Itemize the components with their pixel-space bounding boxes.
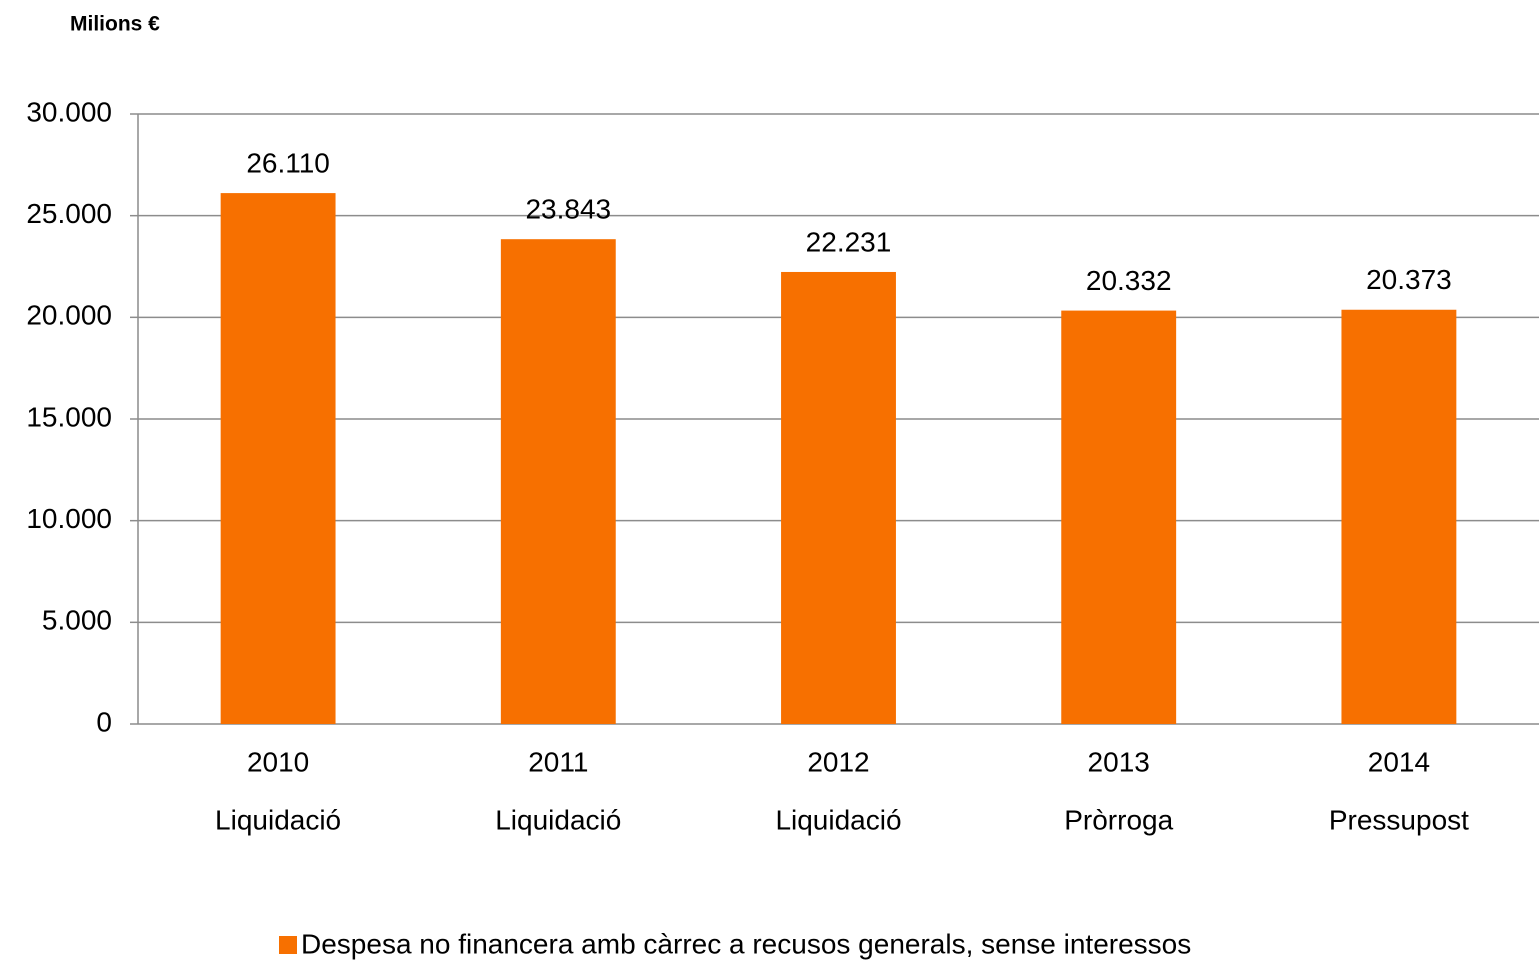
value-label: 22.231: [806, 226, 892, 257]
bar: [781, 271, 896, 724]
y-tick-label: 25.000: [26, 198, 112, 229]
y-tick-label: 30.000: [26, 96, 112, 127]
bar: [1061, 310, 1177, 724]
value-label: 23.843: [525, 194, 611, 225]
value-label: 26.110: [246, 147, 330, 178]
x-tick-label: Liquidació: [495, 804, 621, 835]
x-tick-label: Pròrroga: [1064, 804, 1173, 835]
y-tick-label: 20.000: [26, 300, 112, 331]
legend-label: Despesa no financera amb càrrec a recuso…: [301, 928, 1191, 959]
x-tick-label: 2012: [807, 746, 869, 777]
y-tick-label: 10.000: [26, 503, 112, 534]
x-tick-label: Pressupost: [1329, 804, 1469, 835]
x-tick-label: 2010: [247, 746, 309, 777]
x-tick-label: Liquidació: [775, 804, 901, 835]
y-tick-label: 15.000: [26, 401, 112, 432]
x-tick-label: Liquidació: [215, 804, 341, 835]
legend-swatch: [279, 936, 297, 954]
x-tick-label: 2014: [1368, 746, 1430, 777]
x-tick-label: 2011: [528, 746, 588, 777]
value-label: 20.332: [1086, 265, 1172, 296]
y-axis-label: Milions €: [70, 13, 160, 36]
bar: [220, 193, 336, 724]
y-tick-label: 5.000: [42, 605, 112, 636]
value-label: 20.373: [1366, 264, 1452, 295]
bar: [1341, 309, 1457, 724]
bar: [500, 239, 616, 725]
y-tick-label: 0: [96, 706, 112, 737]
x-tick-label: 2013: [1088, 746, 1150, 777]
